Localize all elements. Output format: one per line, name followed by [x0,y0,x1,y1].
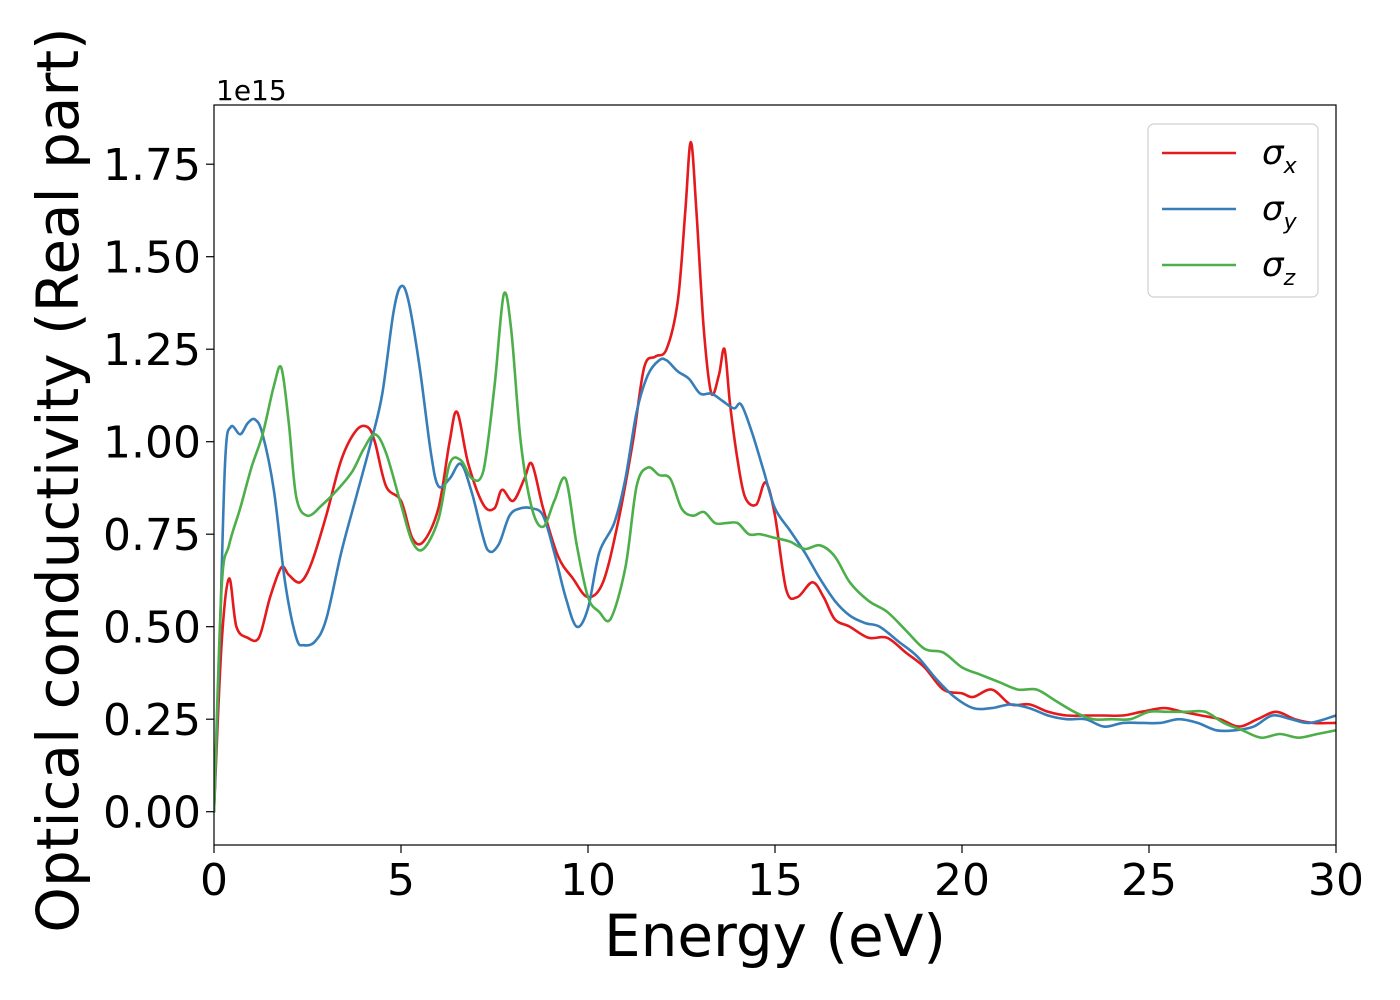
y-offset-text: 1e15 [216,74,287,107]
x-tick-label: 0 [200,855,228,906]
y-tick-label: 0.50 [103,603,201,654]
series-line-sigma-x [214,140,1336,813]
x-axis-label: Energy (eV) [604,902,946,970]
legend-label-sigma-x: σx [1262,133,1298,179]
series-line-sigma-z [214,291,1336,813]
y-tick-label: 0.25 [103,695,201,746]
y-tick-label: 1.25 [103,325,201,376]
x-tick-label: 30 [1308,855,1364,906]
plot-area [214,140,1336,813]
x-tick-label: 5 [387,855,415,906]
y-tick-label: 1.50 [103,233,201,284]
legend-box [1147,123,1319,298]
axis-ticks: 0 5 10 15 20 25 30 0.00 0.25 0.50 0.75 1.00 1.25 1.50… [103,140,1364,906]
x-tick-label: 15 [747,855,803,906]
x-tick-label: 20 [934,855,990,906]
y-tick-label: 1.00 [103,418,201,469]
x-tick-label: 25 [1121,855,1177,906]
series-line-sigma-y [214,284,1336,813]
legend: σx σy σz [1147,123,1319,298]
y-tick-label: 0.00 [103,788,201,839]
legend-label-sigma-z: σz [1262,245,1296,291]
legend-label-sigma-y: σy [1262,189,1298,235]
y-tick-label: 1.75 [103,140,201,191]
y-axis-label: Optical conductivity (Real part) [24,27,92,932]
x-tick-label: 10 [560,855,616,906]
y-tick-label: 0.75 [103,510,201,561]
